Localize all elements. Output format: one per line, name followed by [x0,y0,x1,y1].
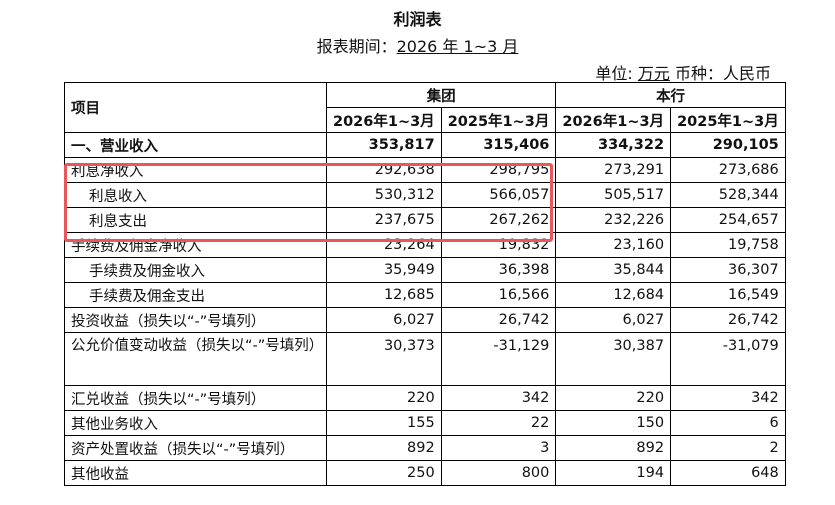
cell-value: 800 [440,460,557,486]
cell-value: 23,160 [555,232,672,258]
cell-value: 35,949 [326,257,442,283]
row-label: 公允价值变动收益（损失以“-”号填列） [64,332,327,386]
cell-value: 150 [555,410,672,436]
row-label: 一、营业收入 [64,132,327,158]
currency-label: 币种：人民币 [674,64,771,83]
row-label: 投资收益（损失以“-”号填列） [64,307,327,333]
cell-value: 232,226 [555,207,672,233]
row-label: 利息支出 [64,207,327,233]
row-label: 其他收益 [64,460,327,486]
row-label: 汇兑收益（损失以“-”号填列） [64,385,327,411]
cell-value: 36,398 [440,257,557,283]
cell-value: 30,373 [326,332,442,386]
cell-value: 505,517 [555,182,672,208]
cell-value: 342 [670,385,786,411]
cell-value: 892 [326,435,442,461]
header-period: 2026年1~3月 [555,107,672,133]
cell-value: 3 [440,435,557,461]
cell-value: 6,027 [555,307,672,333]
row-label: 利息收入 [64,182,327,208]
cell-value: 6,027 [326,307,442,333]
cell-value: 237,675 [326,207,442,233]
cell-value: 353,817 [326,132,442,158]
table-row: 公允价值变动收益（损失以“-”号填列） 30,373 -31,129 30,38… [64,332,786,386]
cell-value: 6 [670,410,786,436]
cell-value: 250 [326,460,442,486]
cell-value: 292,638 [326,157,442,183]
table-row: 其他业务收入 155 22 150 6 [64,410,786,436]
unit-value: 万元 [637,64,670,83]
cell-value: 12,685 [326,282,442,308]
cell-value: -31,079 [670,332,786,386]
cell-value: 342 [440,385,557,411]
period-label: 报表期间： [316,37,397,56]
header-period: 2025年1~3月 [440,107,557,133]
row-label: 利息净收入 [64,157,327,183]
cell-value: 334,322 [555,132,672,158]
cell-value: 273,686 [670,157,786,183]
row-label: 手续费及佣金收入 [64,257,327,283]
header-bank: 本行 [555,82,786,108]
cell-value: 528,344 [670,182,786,208]
cell-value: 26,742 [670,307,786,333]
cell-value: 530,312 [326,182,442,208]
row-label: 手续费及佣金支出 [64,282,327,308]
cell-value: 254,657 [670,207,786,233]
cell-value: 273,291 [555,157,672,183]
header-group: 集团 [325,82,557,108]
report-period: 报表期间：2026 年 1~3 月 [0,33,835,57]
cell-value: 19,832 [440,232,557,258]
unit-label: 单位: [595,64,633,83]
cell-value: 16,566 [440,282,557,308]
cell-value: 267,262 [440,207,557,233]
cell-value: 566,057 [440,182,557,208]
table-row: 投资收益（损失以“-”号填列） 6,027 26,742 6,027 26,74… [64,307,786,333]
cell-value: 19,758 [670,232,786,258]
table-row: 汇兑收益（损失以“-”号填列） 220 342 220 342 [64,385,786,411]
header-item: 项目 [64,82,327,133]
income-statement-table: 项目 集团 本行 2026年1~3月 2025年1~3月 2026年1~3月 2… [64,82,786,486]
cell-value: 2 [670,435,786,461]
row-label: 资产处置收益（损失以“-”号填列） [64,435,327,461]
period-value: 2026 年 1~3 月 [396,37,519,56]
cell-value: 220 [555,385,672,411]
statement-title: 利润表 [393,10,442,29]
cell-value: 315,406 [440,132,557,158]
unit-currency-line: 单位: 万元 币种：人民币 [595,60,771,84]
table-row: 资产处置收益（损失以“-”号填列） 892 3 892 2 [64,435,786,461]
table-row: 手续费及佣金支出 12,685 16,566 12,684 16,549 [64,282,786,308]
cell-value: 194 [555,460,672,486]
cell-value: 26,742 [440,307,557,333]
cell-value: 220 [326,385,442,411]
table-row: 一、营业收入 353,817 315,406 334,322 290,105 [64,132,786,158]
cell-value: 648 [670,460,786,486]
row-label: 其他业务收入 [64,410,327,436]
cell-value: 892 [555,435,672,461]
cell-value: 290,105 [670,132,786,158]
cell-value: -31,129 [440,332,557,386]
cell-value: 22 [440,410,557,436]
cell-value: 16,549 [670,282,786,308]
table-row: 手续费及佣金收入 35,949 36,398 35,844 36,307 [64,257,786,283]
table-row: 手续费及佣金净收入 23,264 19,832 23,160 19,758 [64,232,786,258]
row-label: 手续费及佣金净收入 [64,232,327,258]
table-row: 其他收益 250 800 194 648 [64,460,786,486]
cell-value: 30,387 [555,332,672,386]
cell-value: 155 [326,410,442,436]
cell-value: 35,844 [555,257,672,283]
table-row: 利息收入 530,312 566,057 505,517 528,344 [64,182,786,208]
cell-value: 36,307 [670,257,786,283]
header-period: 2026年1~3月 [326,107,442,133]
cell-value: 23,264 [326,232,442,258]
table-row: 利息支出 237,675 267,262 232,226 254,657 [64,207,786,233]
table-row: 利息净收入 292,638 298,795 273,291 273,686 [64,157,786,183]
header-period: 2025年1~3月 [670,107,786,133]
cell-value: 12,684 [555,282,672,308]
cell-value: 298,795 [440,157,557,183]
